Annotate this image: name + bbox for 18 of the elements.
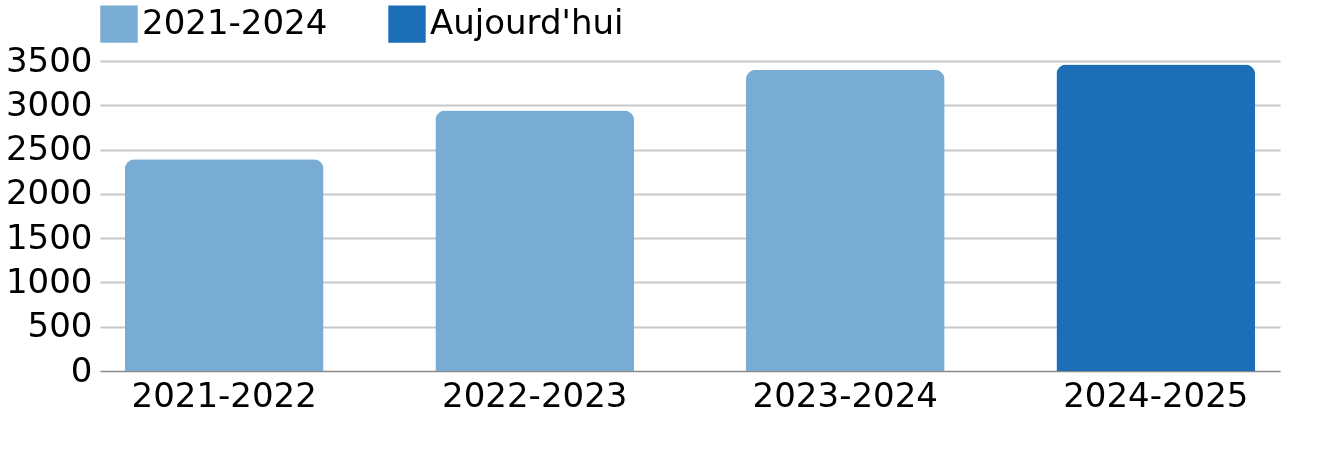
y-tick-label: 500	[27, 305, 93, 346]
y-tick-label: 1500	[5, 216, 93, 257]
bar	[745, 69, 945, 371]
y-tick-label: 2500	[5, 128, 93, 169]
y-tick-label: 1000	[5, 260, 93, 301]
bar	[124, 159, 324, 371]
x-tick-label: 2022-2023	[442, 374, 628, 415]
y-tick-label: 3000	[5, 83, 93, 124]
legend-label: 2021-2024	[142, 2, 328, 43]
x-tick-label: 2024-2025	[1063, 374, 1249, 415]
bar	[1056, 64, 1256, 371]
y-tick-label: 3500	[5, 39, 93, 80]
y-tick-label: 0	[70, 349, 93, 390]
x-tick-label: 2021-2022	[131, 374, 317, 415]
bar	[435, 110, 635, 371]
legend-label: Aujourd'hui	[430, 2, 624, 43]
x-tick-label: 2023-2024	[752, 374, 938, 415]
y-tick-label: 2000	[5, 172, 93, 213]
